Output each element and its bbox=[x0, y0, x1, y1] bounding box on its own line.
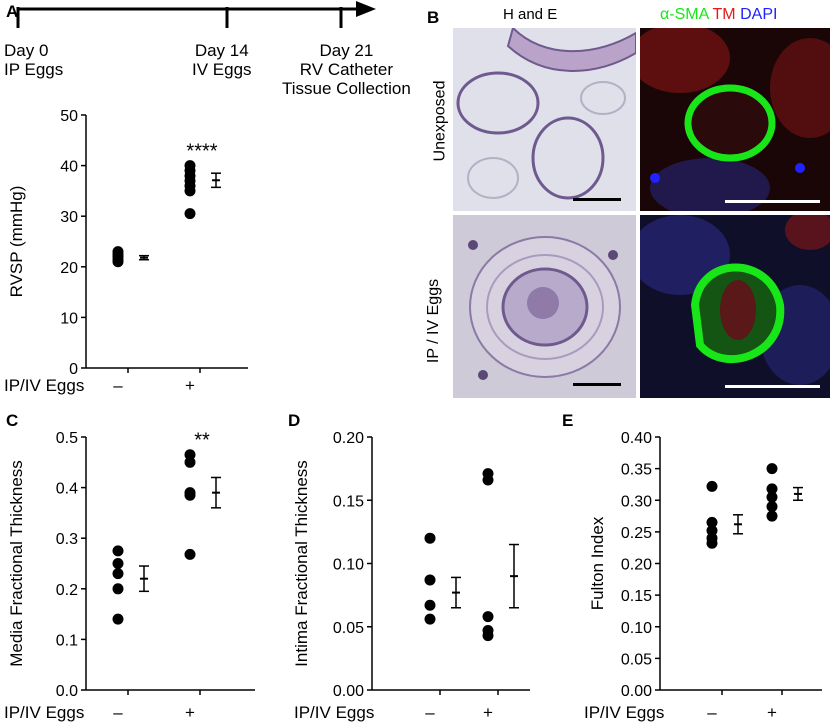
chart-d-data-point bbox=[424, 599, 436, 611]
chart-e-ytick-label: 0.15 bbox=[621, 588, 652, 605]
chart-e-data-point bbox=[706, 532, 718, 544]
chart-c-data-point bbox=[184, 456, 196, 468]
chart-e-ytick-label: 0.00 bbox=[621, 683, 652, 700]
chart-c-ytick-label: 0.4 bbox=[56, 481, 78, 498]
chart-d-ytick-label: 0.20 bbox=[333, 430, 364, 447]
chart-a-category-label: + bbox=[185, 376, 195, 395]
legend-sma: α-SMA bbox=[660, 6, 709, 23]
chart-a-y-axis-label: RVSP (mmHg) bbox=[7, 186, 26, 298]
chart-c-data-point bbox=[112, 558, 124, 569]
legend-dapi: DAPI bbox=[740, 6, 778, 23]
chart-c-significance: ** bbox=[194, 430, 210, 452]
chart-a-category-label: – bbox=[113, 376, 123, 395]
panel-letter-e: E bbox=[562, 411, 574, 430]
chart-a-ytick-label: 30 bbox=[60, 209, 78, 226]
chart-e-data-point bbox=[766, 510, 778, 522]
fluor-micrograph-ip-iv-eggs bbox=[640, 215, 830, 398]
chart-e-ytick-label: 0.20 bbox=[621, 557, 652, 574]
timeline-label-day0: Day 0 IP Eggs bbox=[4, 41, 64, 79]
chart-e-data-point bbox=[766, 463, 778, 475]
timeline-label-day14: Day 14 IV Eggs bbox=[192, 41, 252, 79]
chart-a-ytick-label: 20 bbox=[60, 260, 78, 277]
panel-letter-d: D bbox=[288, 411, 301, 430]
chart-c-y-axis-label: Media Fractional Thickness bbox=[7, 460, 26, 667]
chart-a-ytick-label: 50 bbox=[60, 108, 78, 125]
chart-d-category-label: + bbox=[483, 703, 493, 722]
chart-d-y-axis-label: Intima Fractional Thickness bbox=[292, 460, 311, 667]
chart-d-data-point bbox=[424, 613, 436, 625]
chart-e-group-label: IP/IV Eggs bbox=[584, 703, 664, 722]
chart-c-data-point bbox=[112, 568, 124, 580]
chart-d-data-point bbox=[424, 574, 436, 586]
chart-d-ytick-label: 0.15 bbox=[333, 493, 364, 510]
fluor-micrograph-unexposed bbox=[640, 28, 830, 211]
chart-e-ytick-label: 0.05 bbox=[621, 651, 652, 668]
chart-d-data-point bbox=[482, 611, 494, 623]
chart-c-data-point bbox=[112, 613, 124, 625]
he-micrograph-unexposed bbox=[453, 28, 636, 211]
chart-e-ytick-label: 0.35 bbox=[621, 462, 652, 479]
chart-c-category-label: + bbox=[185, 703, 195, 722]
chart-d-ytick-label: 0.05 bbox=[333, 620, 364, 637]
he-scale-bar-top bbox=[573, 198, 621, 201]
chart-e-ytick-label: 0.10 bbox=[621, 620, 652, 637]
chart-d-data-point bbox=[424, 532, 436, 544]
chart-e-ytick-label: 0.30 bbox=[621, 493, 652, 510]
chart-a-data-point bbox=[112, 246, 124, 258]
legend-tm: TM bbox=[712, 6, 736, 23]
chart-c-data-point bbox=[184, 449, 196, 461]
chart-e-y-axis-label: Fulton Index bbox=[588, 516, 607, 610]
chart-a-ytick-label: 10 bbox=[60, 310, 78, 327]
chart-e-data-point bbox=[766, 491, 778, 503]
chart-a-group-label: IP/IV Eggs bbox=[4, 376, 84, 395]
panel-letter-a: A bbox=[6, 2, 19, 21]
chart-e-data-point bbox=[706, 516, 718, 528]
chart-c-ytick-label: 0.1 bbox=[56, 632, 78, 649]
chart-e-data-point bbox=[766, 501, 778, 513]
fluor-scale-bar-top bbox=[725, 200, 820, 203]
he-micrograph-ip-iv-eggs bbox=[453, 215, 636, 398]
chart-e-ytick-label: 0.40 bbox=[621, 430, 652, 447]
chart-c-data-point bbox=[184, 487, 196, 499]
timeline-arrowhead bbox=[356, 1, 376, 17]
chart-e-category-label: + bbox=[767, 703, 777, 722]
fluor-column-title: α-SMA TM DAPI bbox=[660, 6, 777, 24]
timeline-label-day21: Day 21 RV Catheter Tissue Collection bbox=[282, 41, 411, 98]
panel-letter-c: C bbox=[6, 411, 19, 430]
chart-c-data-point bbox=[112, 583, 124, 595]
chart-e-category-label: – bbox=[707, 703, 717, 722]
chart-e-data-point bbox=[706, 525, 718, 537]
chart-d-ytick-label: 0.10 bbox=[333, 557, 364, 574]
chart-a-ytick-label: 0 bbox=[69, 361, 78, 378]
chart-a-data-point bbox=[184, 160, 196, 172]
chart-a-data-point bbox=[184, 208, 196, 220]
chart-c-ytick-label: 0.0 bbox=[56, 683, 78, 700]
chart-e-data-point bbox=[766, 483, 778, 495]
he-scale-bar-bottom bbox=[573, 383, 621, 386]
panel-letter-b: B bbox=[427, 8, 440, 27]
chart-a-significance: **** bbox=[186, 141, 217, 163]
chart-e-data-point bbox=[706, 480, 718, 492]
chart-a-ytick-label: 40 bbox=[60, 159, 78, 176]
chart-c-ytick-label: 0.5 bbox=[56, 430, 78, 447]
chart-d-category-label: – bbox=[425, 703, 435, 722]
chart-c-data-point bbox=[112, 545, 124, 557]
chart-c-data-point bbox=[184, 548, 196, 560]
chart-d-data-point bbox=[482, 625, 494, 637]
chart-c-ytick-label: 0.2 bbox=[56, 582, 78, 599]
chart-d-data-point bbox=[482, 468, 494, 480]
chart-c-category-label: – bbox=[113, 703, 123, 722]
chart-d-ytick-label: 0.00 bbox=[333, 683, 364, 700]
chart-c-ytick-label: 0.3 bbox=[56, 531, 78, 548]
he-column-title: H and E bbox=[503, 6, 558, 23]
chart-e-ytick-label: 0.25 bbox=[621, 525, 652, 542]
chart-c-group-label: IP/IV Eggs bbox=[4, 703, 84, 722]
chart-d-group-label: IP/IV Eggs bbox=[294, 703, 374, 722]
fluor-scale-bar-bottom bbox=[725, 385, 820, 388]
